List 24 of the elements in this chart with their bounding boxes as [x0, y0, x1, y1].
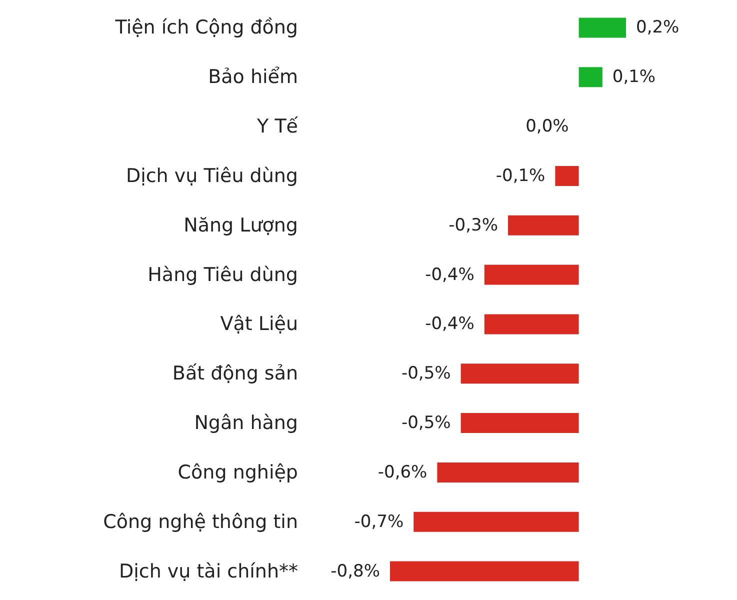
y-tick-label: Bảo hiểm	[208, 66, 298, 88]
y-tick-label: Công nghiệp	[178, 461, 298, 484]
y-tick-label: Y Tế	[256, 116, 298, 138]
y-tick-label: Ngân hàng	[194, 412, 298, 434]
data-label: 0,1%	[612, 67, 656, 88]
data-label: -0,7%	[354, 512, 404, 532]
y-tick-label: Bất động sản	[172, 362, 298, 385]
data-label: -0,5%	[401, 413, 451, 434]
y-tick-label: Năng Lượng	[184, 214, 298, 236]
y-tick-label: Tiện ích Cộng đồng	[114, 16, 298, 39]
data-label: -0,4%	[425, 314, 474, 334]
y-tick-label: Dịch vụ tài chính**	[118, 560, 298, 582]
y-tick-label: Công nghệ thông tin	[103, 510, 298, 533]
data-label: -0,3%	[448, 215, 498, 236]
y-tick-label: Hàng Tiêu dùng	[148, 264, 298, 286]
data-label: -0,4%	[425, 264, 474, 285]
data-label: 0,0%	[526, 116, 569, 137]
data-label: 0,2%	[636, 18, 680, 38]
data-label: -0,5%	[401, 364, 451, 384]
y-tick-label: Vật Liệu	[220, 313, 298, 336]
data-label: -0,1%	[496, 166, 546, 186]
y-tick-label: Dịch vụ Tiêu dùng	[126, 164, 298, 187]
data-label: -0,6%	[378, 462, 428, 482]
data-label: -0,8%	[330, 561, 380, 582]
